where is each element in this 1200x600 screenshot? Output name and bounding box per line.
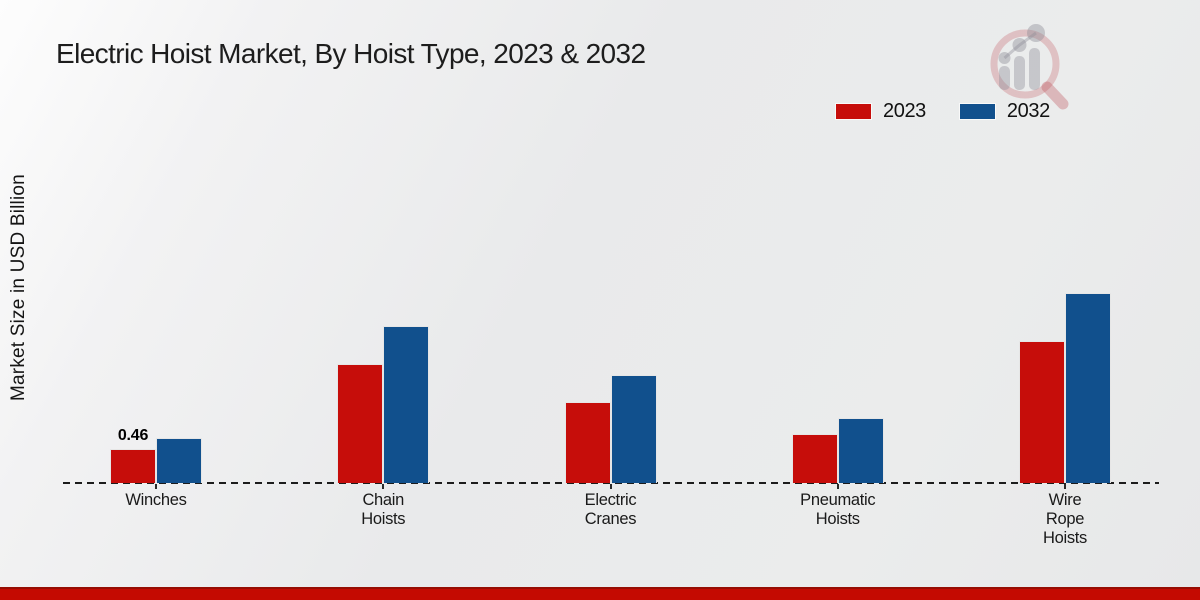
- axis-tick-pneumatic-hoists: [836, 484, 839, 489]
- category-label-winches: Winches: [125, 491, 187, 509]
- footer-accent-bar: [0, 587, 1200, 600]
- legend-label-2032: 2032: [1006, 100, 1050, 122]
- bar-2023-wire-rope-hoists: [1019, 341, 1065, 483]
- bar-2032-winches: [156, 438, 202, 483]
- category-label-wire-rope-hoists: Wire Rope Hoists: [1042, 491, 1088, 548]
- bar-2032-wire-rope-hoists: [1065, 293, 1111, 483]
- bar-2023-pneumatic-hoists: [791, 434, 838, 483]
- chart-title: Electric Hoist Market, By Hoist Type, 20…: [56, 38, 646, 69]
- magnifier-growth-chart-logo-icon: [984, 22, 1076, 117]
- bar-2023-winches: [110, 449, 156, 483]
- axis-tick-wire-rope-hoists: [1064, 484, 1066, 489]
- axis-tick-winches: [155, 484, 157, 489]
- category-label-electric-cranes: Electric Cranes: [584, 491, 637, 529]
- category-label-pneumatic-hoists: Pneumatic Hoists: [800, 491, 876, 529]
- legend-item-2023: 2023: [836, 100, 926, 123]
- bar-2023-chain-hoists: [337, 364, 384, 483]
- legend-swatch-2023-icon: [836, 104, 871, 119]
- axis-tick-electric-cranes: [609, 484, 612, 489]
- bar-2023-electric-cranes: [564, 402, 611, 483]
- chart-legend: 2023 2032: [836, 100, 1050, 123]
- bar-2032-chain-hoists: [383, 326, 430, 483]
- legend-label-2023: 2023: [883, 100, 926, 122]
- bar-2032-electric-cranes: [610, 375, 657, 483]
- bar-2032-pneumatic-hoists: [837, 418, 884, 483]
- category-label-chain-hoists: Chain Hoists: [361, 491, 406, 529]
- legend-swatch-2032-icon: [959, 104, 995, 119]
- legend-item-2032: 2032: [959, 100, 1050, 123]
- axis-tick-chain-hoists: [382, 484, 385, 489]
- bar-value-label: 0.46: [117, 427, 149, 444]
- x-axis-baseline: [63, 482, 1159, 484]
